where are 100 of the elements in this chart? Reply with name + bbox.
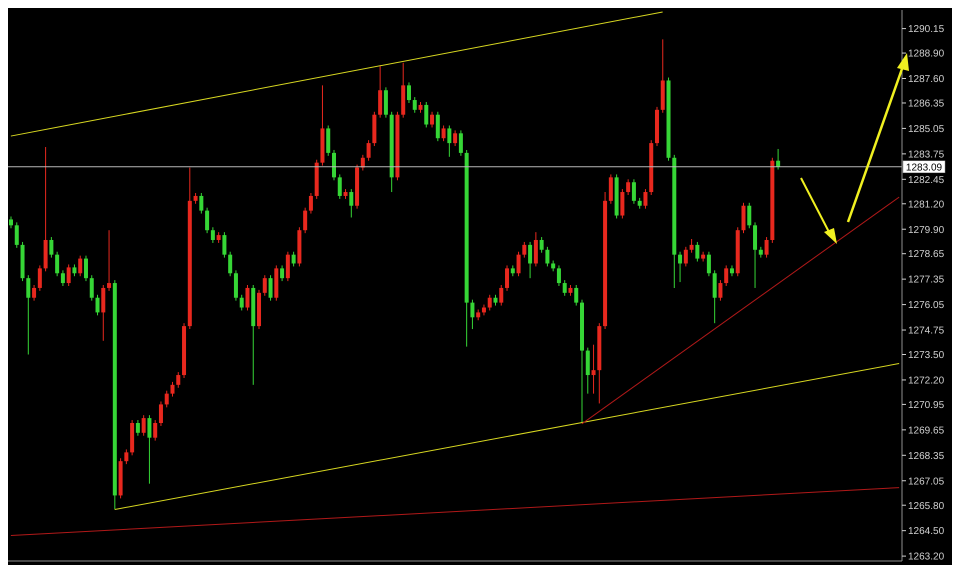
y-tick-label: 1268.35	[908, 450, 945, 462]
candlestick	[458, 130, 463, 156]
candlestick	[690, 238, 694, 254]
candlestick	[72, 264, 76, 277]
y-tick-label: 1288.90	[908, 48, 945, 60]
y-tick-label: 1290.15	[908, 24, 945, 36]
candlestick	[470, 299, 474, 330]
candlestick	[245, 284, 250, 311]
y-tick-label: 1278.65	[908, 249, 945, 260]
candlestick	[292, 251, 296, 267]
y-tick-label: 1279.90	[908, 224, 945, 236]
candlestick	[574, 284, 578, 306]
candlestick	[205, 207, 210, 234]
candlestick	[38, 264, 42, 292]
candlestick	[447, 124, 452, 158]
candlestick	[747, 202, 752, 229]
candlestick	[96, 294, 100, 316]
y-tick-label: 1274.75	[908, 326, 945, 337]
candlestick	[222, 232, 226, 258]
candlestick	[482, 304, 486, 316]
y-tick-label: 1285.05	[908, 124, 945, 135]
y-tick-label: 1265.80	[908, 500, 945, 512]
candlestick	[153, 420, 158, 442]
candlestick	[724, 264, 728, 286]
candlestick	[493, 294, 498, 306]
y-tick-label: 1276.05	[908, 300, 945, 312]
y-tick-label: 1269.65	[908, 425, 945, 436]
y-tick-label: 1272.20	[908, 375, 945, 386]
candlestick	[695, 241, 700, 262]
candlestick	[608, 174, 613, 204]
candlestick	[632, 178, 636, 204]
candlestick	[262, 274, 267, 296]
candlestick	[626, 178, 630, 196]
candlestick	[124, 448, 128, 465]
candlestick	[436, 111, 440, 142]
candlestick	[545, 246, 550, 267]
candlestick	[453, 130, 458, 147]
candlestick	[510, 264, 515, 277]
candlestick	[568, 284, 572, 296]
candlestick	[516, 251, 521, 277]
candlestick	[442, 124, 446, 142]
candlestick	[592, 344, 596, 394]
candlestick	[344, 188, 348, 200]
candlestick	[476, 308, 480, 321]
candlestick	[338, 174, 342, 200]
y-tick-label: 1277.35	[908, 274, 945, 286]
candlestick	[424, 101, 428, 128]
candlestick	[505, 264, 510, 292]
candlestick	[534, 232, 538, 267]
candlestick	[528, 241, 532, 279]
candlestick	[55, 251, 60, 277]
candlestick	[14, 222, 19, 248]
candlestick	[412, 96, 417, 114]
candlestick	[366, 140, 371, 162]
candlestick	[280, 264, 284, 282]
candlestick	[170, 381, 174, 398]
candlestick	[499, 284, 504, 306]
candlestick	[620, 188, 624, 219]
y-tick-label: 1281.20	[908, 199, 945, 210]
y-tick-label: 1263.20	[908, 552, 945, 563]
candlestick	[216, 232, 221, 244]
candlestick	[540, 236, 544, 254]
candlestick	[9, 216, 13, 229]
candlestick	[268, 274, 273, 302]
candlestick	[556, 264, 561, 286]
candlestick	[194, 192, 198, 204]
candlestick	[32, 284, 36, 302]
candlestick	[240, 294, 244, 311]
candlestick	[158, 400, 163, 426]
candlestick	[430, 111, 434, 128]
ref-line-label: 1283.09	[906, 162, 943, 174]
candlestick	[199, 192, 204, 214]
candlestick	[684, 246, 688, 267]
candlestick	[136, 420, 140, 436]
candlestick	[303, 207, 308, 234]
candlestick	[730, 264, 734, 277]
candlestick	[562, 280, 567, 296]
candlestick	[84, 255, 88, 282]
y-tick-label: 1270.95	[908, 400, 945, 411]
y-tick-label: 1287.60	[908, 74, 945, 86]
y-tick-label: 1282.45	[908, 174, 945, 186]
candlestick	[706, 251, 711, 277]
y-tick-label: 1273.50	[908, 350, 945, 362]
candlestick	[142, 414, 146, 436]
candlestick	[66, 264, 71, 286]
candlestick	[308, 192, 313, 214]
candlestick	[176, 372, 180, 388]
candlestick	[164, 390, 169, 408]
y-tick-label: 1267.05	[908, 476, 945, 488]
candlestick	[764, 236, 769, 258]
candlestick	[718, 280, 722, 302]
candlestick	[349, 188, 354, 218]
candlestick	[643, 188, 648, 210]
candlestick	[147, 414, 152, 484]
candlestick	[49, 236, 54, 258]
candlestick	[210, 226, 215, 244]
y-tick-label: 1286.35	[908, 98, 945, 110]
candlestick	[522, 241, 526, 258]
candlestick	[678, 251, 682, 283]
y-tick-label: 1283.75	[908, 149, 945, 160]
